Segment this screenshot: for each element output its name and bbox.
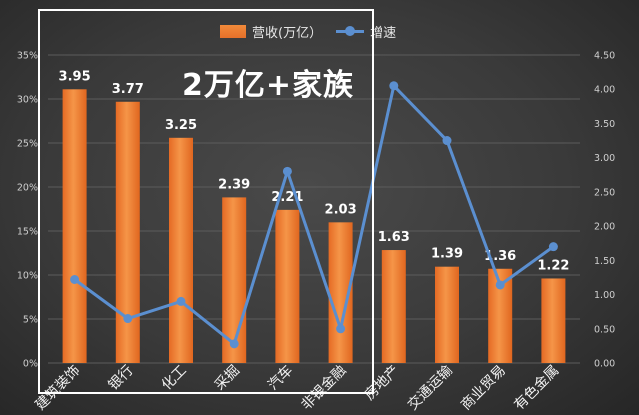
bar-data-label: 3.77 (112, 82, 144, 97)
growth-point (282, 166, 292, 176)
y-right-tick-label: 2.50 (594, 187, 615, 198)
y-right-tick-label: 2.00 (594, 222, 615, 233)
y-left-tick-label: 10% (17, 271, 38, 282)
y-left-tick-label: 30% (17, 95, 38, 106)
growth-point (123, 314, 133, 324)
growth-point (389, 81, 399, 91)
y-right-tick-label: 4.00 (594, 85, 615, 96)
y-left-tick-label: 5% (23, 315, 38, 326)
bar (62, 89, 87, 364)
y-left-tick-label: 35% (17, 51, 38, 62)
growth-point (548, 242, 558, 252)
growth-point (229, 339, 239, 349)
bar-data-label: 3.95 (59, 69, 91, 84)
y-right-tick-label: 0.00 (594, 359, 615, 370)
x-category-label: 交通运输 (404, 362, 456, 414)
legend-item-line: 增速 (336, 22, 396, 41)
bar-data-label: 3.25 (165, 118, 197, 133)
legend-bar-label: 营收(万亿） (252, 25, 323, 41)
legend-line-label: 增速 (370, 25, 397, 41)
x-category-label: 商业贸易 (458, 363, 509, 414)
bar (222, 197, 247, 363)
legend-item-bar: 营收(万亿） (220, 22, 322, 41)
y-left-tick-label: 25% (17, 139, 38, 150)
growth-line (73, 84, 555, 346)
y-right-tick-label: 0.50 (594, 324, 615, 335)
y-right-tick-label: 4.50 (594, 51, 615, 62)
growth-point (176, 296, 186, 306)
growth-point (336, 324, 346, 334)
bar-data-label: 1.39 (431, 247, 463, 262)
bar (435, 266, 459, 363)
growth-point (495, 280, 505, 290)
x-category-label: 有色金属 (511, 362, 563, 414)
y-right-tick-label: 1.00 (594, 290, 615, 301)
y-left-tick-label: 20% (17, 183, 38, 194)
bar-data-label: 2.39 (218, 177, 250, 192)
bar (169, 137, 193, 363)
y-left-tick-label: 0% (23, 359, 38, 370)
bar (381, 250, 406, 363)
growth-point (442, 136, 452, 146)
growth-point (70, 274, 80, 284)
legend-line-swatch (336, 25, 365, 38)
bar-data-label: 1.22 (537, 258, 569, 273)
bar (275, 209, 300, 363)
chart-legend: 营收(万亿） 增速 (220, 20, 396, 42)
bar-data-label: 2.03 (325, 202, 357, 217)
annotation-text: 2万亿+家族 (182, 68, 355, 103)
legend-bar-swatch (220, 24, 246, 38)
y-right-tick-label: 1.50 (594, 256, 615, 267)
bar-data-label: 1.63 (378, 230, 410, 245)
y-left-tick-label: 15% (17, 227, 38, 238)
y-right-tick-label: 3.00 (594, 153, 615, 164)
bar (541, 278, 566, 363)
y-right-tick-label: 3.50 (594, 119, 615, 130)
highlight-box (38, 9, 374, 394)
